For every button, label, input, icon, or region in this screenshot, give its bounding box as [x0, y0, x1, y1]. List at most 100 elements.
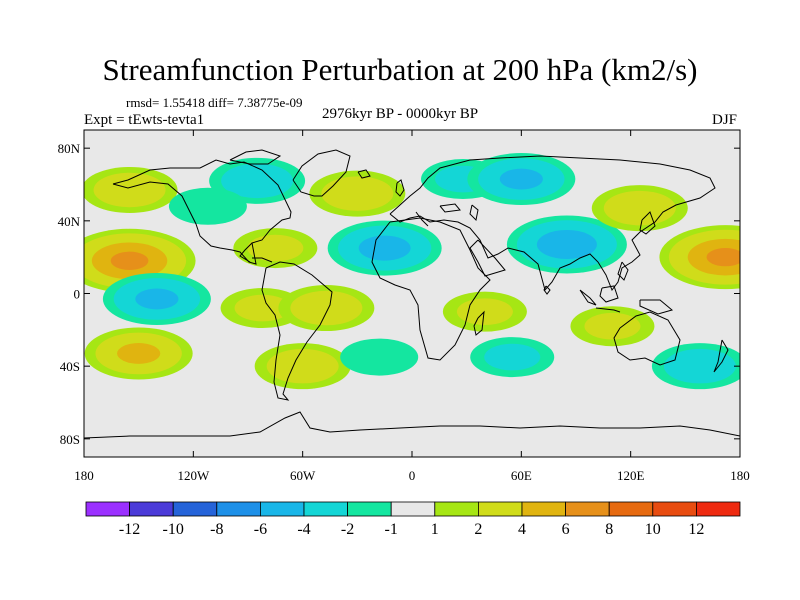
- colorbar-label: 12: [688, 521, 704, 538]
- anomaly-contour: [340, 338, 419, 376]
- coastlines: [84, 149, 740, 439]
- lon-label: 180: [74, 468, 94, 483]
- lon-label: 0: [409, 468, 416, 483]
- colorbar-swatch: [129, 501, 174, 517]
- anomaly-tasman-sea: [651, 343, 740, 390]
- coastline-new-zealand: [713, 339, 729, 373]
- coastline-south-america: [261, 261, 333, 401]
- anomaly-contour: [117, 343, 161, 364]
- lat-label: 0: [74, 287, 81, 302]
- map-plot-area: [83, 129, 741, 458]
- anomaly-contour: [603, 190, 676, 226]
- anomaly-contour: [110, 251, 149, 270]
- coastline-australia: [613, 311, 681, 366]
- lat-label: 40N: [58, 214, 81, 229]
- colorbar-label: -4: [297, 521, 310, 538]
- anomaly-contour: [536, 229, 597, 259]
- colorbar-swatch: [390, 501, 436, 517]
- anomaly-contour: [234, 294, 291, 322]
- map-axes: 80N 40N 0 40S 80S 180 120W 60W 0 60E 120E 180: [58, 130, 750, 483]
- coastline-sri-lanka: [543, 285, 551, 295]
- anomaly-western-north-america: [168, 187, 247, 225]
- lon-label: 120E: [617, 468, 645, 483]
- anomaly-subtropical-central-pacific: [84, 228, 196, 293]
- anomaly-western-australia: [570, 306, 655, 347]
- colorbar-label: -2: [341, 521, 354, 538]
- anomaly-patagonia: [254, 343, 351, 390]
- anomaly-contour: [290, 290, 363, 326]
- colorbar-label: -12: [119, 521, 140, 538]
- colorbar-swatch: [172, 501, 218, 517]
- anomaly-east-africa: [442, 291, 527, 332]
- lat-label: 40S: [60, 359, 80, 374]
- coastline-borneo: [599, 285, 619, 303]
- anomaly-brazil: [278, 285, 375, 332]
- colorbar-label: 6: [562, 521, 570, 538]
- plot-title: Streamfunction Perturbation at 200 hPa (…: [102, 52, 698, 87]
- anomaly-contour: [663, 348, 736, 384]
- colorbar-label: 8: [605, 521, 613, 538]
- coastline-eurasia: [389, 155, 716, 292]
- colorbar-label: -1: [385, 521, 398, 538]
- period-label: 2976kyr BP - 0000kyr BP: [322, 106, 479, 122]
- coastline-java: [595, 307, 621, 313]
- colorbar-swatch: [216, 501, 261, 517]
- coastline-antarctica: [84, 411, 740, 439]
- coastline-arctic-islands: [229, 149, 282, 165]
- coastline-north-america: [112, 159, 292, 265]
- colorbar-label: 4: [518, 521, 526, 538]
- coastline-italy: [415, 211, 429, 227]
- coastline-iceland: [357, 169, 371, 179]
- coastline-black-sea: [439, 203, 461, 213]
- coastline-cuba: [252, 257, 273, 263]
- season-label: DJF: [712, 112, 738, 128]
- colorbar-label: 1: [431, 521, 439, 538]
- colorbar-swatch: [477, 501, 523, 517]
- colorbar-swatch: [259, 501, 305, 517]
- colorbar-label: -6: [254, 521, 267, 538]
- coastline-great-britain: [395, 179, 405, 197]
- anomaly-contour: [135, 288, 179, 310]
- coastline-greenland: [292, 149, 351, 197]
- colorbar-swatch: [608, 501, 654, 517]
- anomaly-equatorial-central-pacific: [102, 272, 211, 325]
- experiment-label: Expt = tEwts-tevta1: [84, 112, 205, 128]
- coastline-caspian-sea: [469, 204, 479, 222]
- lon-label: 120W: [177, 468, 210, 483]
- lon-label: 60E: [511, 468, 532, 483]
- anomaly-north-atlantic: [309, 170, 406, 217]
- rmsd-diff-stats: rmsd= 1.55418 diff= 7.38775e-09: [126, 95, 303, 110]
- coastline-gulf-of-mexico: [239, 242, 253, 263]
- coastline-new-guinea: [639, 299, 674, 315]
- colorbar-label: 10: [645, 521, 661, 538]
- anomaly-contour: [247, 234, 304, 262]
- coastline-africa: [371, 217, 491, 361]
- coastline-japan: [639, 211, 656, 235]
- anomaly-caribbean: [233, 228, 318, 269]
- anomaly-southern-indian-ocean: [470, 337, 555, 378]
- anomaly-south-pacific: [84, 327, 193, 380]
- anomaly-contour: [321, 176, 394, 211]
- colorbar-swatch: [521, 501, 566, 517]
- colorbar-swatch: [85, 501, 130, 517]
- anomaly-gulf-of-alaska: [84, 166, 178, 213]
- anomaly-west-pacific-subtropics: [659, 225, 740, 290]
- anomaly-contour: [168, 187, 247, 225]
- anomaly-contour: [266, 348, 339, 384]
- coastline-philippines: [617, 261, 629, 281]
- coastline-arabia: [469, 239, 506, 277]
- colorbar-swatch: [434, 501, 479, 517]
- colorbar-label: -8: [210, 521, 223, 538]
- anomaly-contour: [484, 343, 541, 371]
- colorbar-swatch: [565, 501, 610, 517]
- lon-label: 60W: [290, 468, 316, 483]
- colorbar-label: 2: [474, 521, 482, 538]
- lon-label: 180: [730, 468, 750, 483]
- colorbar-swatch: [347, 501, 392, 517]
- coastline-sumatra: [579, 289, 597, 306]
- coastline-madagascar: [473, 310, 485, 336]
- anomaly-south-atlantic: [340, 338, 419, 376]
- anomaly-contour: [584, 312, 641, 340]
- lat-label: 80N: [58, 141, 81, 156]
- colorbar-swatch: [652, 501, 697, 517]
